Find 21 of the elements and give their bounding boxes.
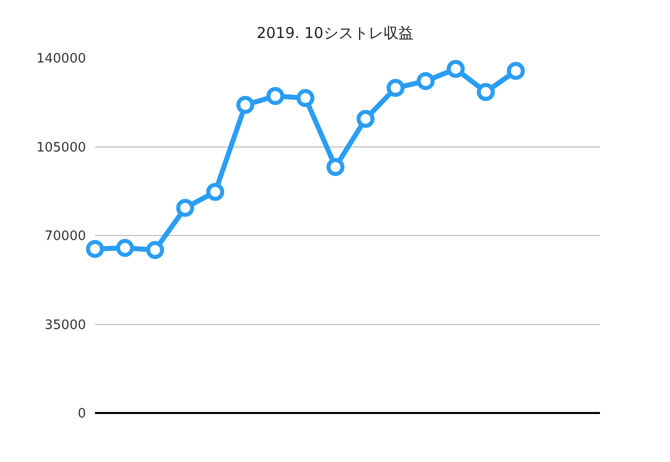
point bbox=[86, 240, 104, 258]
y-tick-label: 70000 bbox=[44, 229, 86, 244]
point bbox=[146, 240, 164, 259]
y-tick-label: 140000 bbox=[36, 52, 86, 67]
point bbox=[116, 238, 134, 257]
point bbox=[476, 82, 495, 101]
point bbox=[416, 72, 435, 90]
y-tick-label: 0 bbox=[78, 406, 86, 422]
point bbox=[506, 62, 525, 80]
point bbox=[266, 87, 284, 106]
point bbox=[206, 182, 224, 201]
point bbox=[296, 89, 314, 108]
y-tick-label: 35000 bbox=[44, 318, 86, 333]
point bbox=[356, 110, 375, 128]
point bbox=[176, 198, 194, 217]
point bbox=[446, 60, 465, 78]
y-tick-label: 105000 bbox=[36, 140, 86, 156]
point bbox=[326, 158, 344, 176]
chart-title: 2019. 10シストレ収益 bbox=[256, 24, 414, 42]
point bbox=[386, 78, 405, 97]
point bbox=[236, 96, 254, 114]
